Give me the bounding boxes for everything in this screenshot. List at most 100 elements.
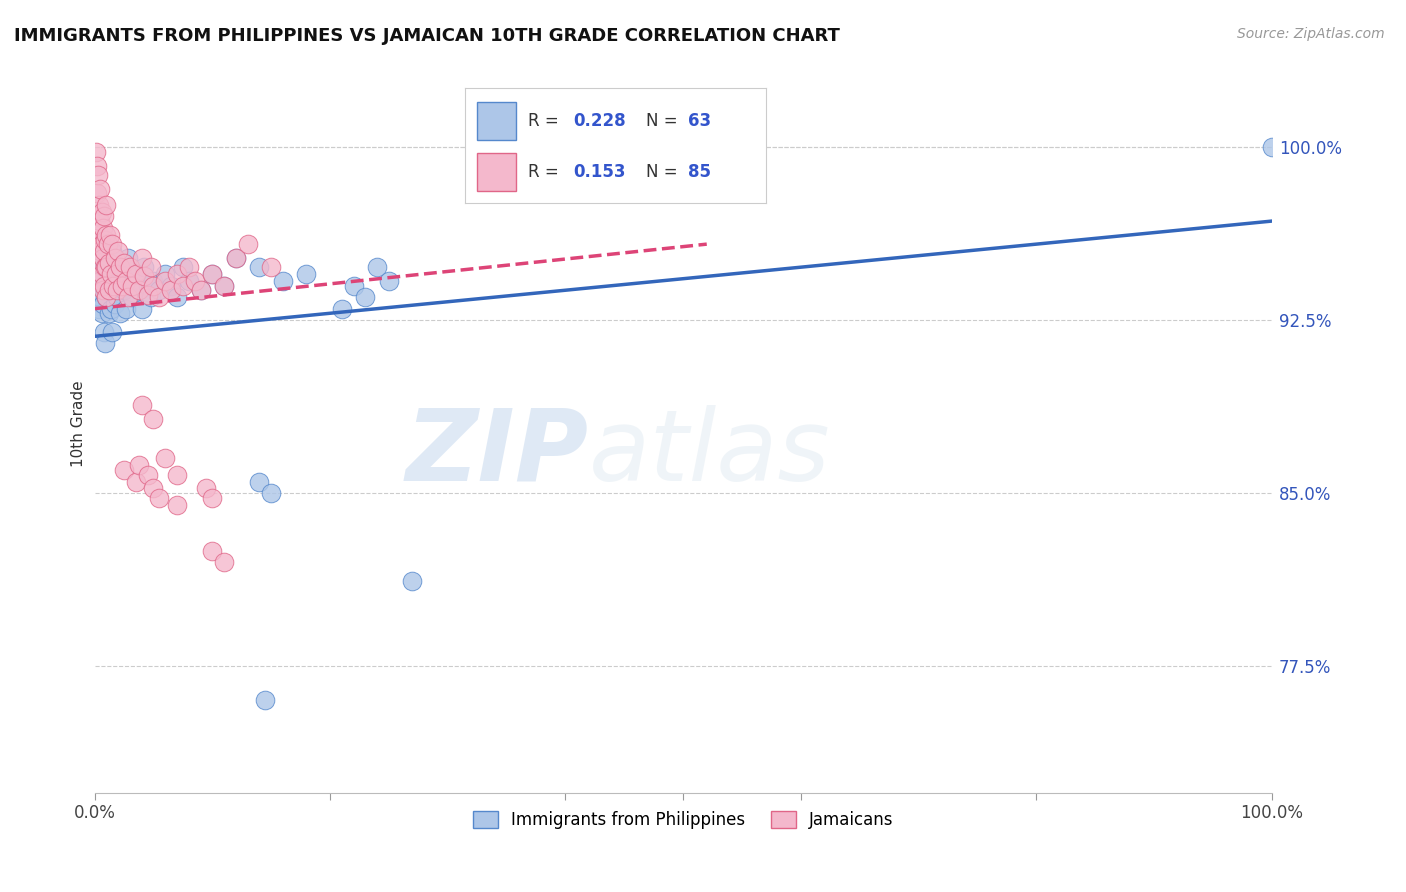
Point [105,290,128,304]
Point [91,221,114,235]
Point [131,251,153,265]
Point [94,260,117,275]
Point [89,251,111,265]
Point [142,278,165,293]
Point [166,267,188,281]
Point [97,306,120,320]
Point [128,283,150,297]
Point [89,227,111,242]
Point [89,301,111,316]
Point [90,306,112,320]
Point [201,267,224,281]
Text: IMMIGRANTS FROM PHILIPPINES VS JAMAICAN 10TH GRADE CORRELATION CHART: IMMIGRANTS FROM PHILIPPINES VS JAMAICAN … [14,27,839,45]
Point [330,301,353,316]
Point [117,290,139,304]
Point [177,274,200,288]
Point [112,463,135,477]
Point [139,260,162,275]
Point [104,267,127,281]
Point [131,301,153,316]
Point [93,260,115,275]
Point [93,278,115,293]
Point [172,278,194,293]
Point [260,486,283,500]
Point [87,168,110,182]
Point [183,274,205,288]
Point [91,297,114,311]
Point [93,244,115,258]
Point [90,205,112,219]
Point [100,267,122,281]
Point [118,260,141,275]
Point [142,482,165,496]
Point [118,278,141,293]
Point [96,290,118,304]
Point [103,278,125,293]
Point [136,278,159,293]
Point [100,301,122,316]
Point [139,290,162,304]
Point [121,278,143,293]
Point [121,290,143,304]
Point [94,233,117,247]
Point [101,325,124,339]
Point [103,251,125,265]
Point [342,278,364,293]
Point [94,283,117,297]
Point [195,482,218,496]
Point [212,278,235,293]
Point [111,278,134,293]
Point [104,260,127,275]
Point [212,278,235,293]
Point [111,267,134,281]
Point [101,237,124,252]
Point [354,290,377,304]
Point [177,260,200,275]
Point [401,574,423,588]
Point [142,412,165,426]
Point [93,210,115,224]
Point [96,255,118,269]
Point [378,274,401,288]
Point [236,237,259,252]
Point [115,274,138,288]
Point [87,233,110,247]
Point [260,260,283,275]
Point [103,297,125,311]
Point [225,251,247,265]
Y-axis label: 10th Grade: 10th Grade [72,381,86,467]
Point [128,283,150,297]
Point [90,267,112,281]
Point [97,267,120,281]
Text: ZIP: ZIP [406,405,589,502]
Point [86,283,108,297]
Point [90,267,112,281]
Point [87,274,110,288]
Point [160,283,183,297]
Point [148,283,170,297]
Point [112,283,135,297]
Point [148,290,170,304]
Point [148,491,170,505]
Point [96,198,118,212]
Point [87,210,110,224]
Point [1261,140,1284,154]
Point [84,145,107,159]
Point [96,260,118,275]
Point [155,451,177,466]
Text: Source: ZipAtlas.com: Source: ZipAtlas.com [1237,27,1385,41]
Point [125,475,148,489]
Point [247,475,270,489]
Point [89,198,111,212]
Point [128,458,150,473]
Point [90,237,112,252]
Point [136,467,159,482]
Point [166,467,188,482]
Point [132,260,155,275]
Point [132,269,155,284]
Point [142,274,165,288]
Point [295,267,318,281]
Point [107,244,129,258]
Point [86,186,108,201]
Point [225,251,247,265]
